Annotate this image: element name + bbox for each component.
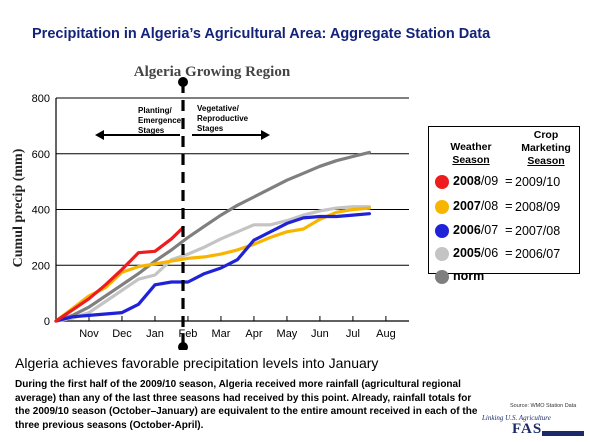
- stage-label-right-1: Vegetative/: [197, 104, 240, 113]
- source-note: Source: WMO Station Data: [510, 403, 577, 409]
- legend-color-dot: [435, 224, 449, 238]
- legend-equals: =: [505, 173, 513, 188]
- y-tick-label: 600: [32, 149, 50, 161]
- headline: Algeria achieves favorable precipitation…: [15, 355, 379, 371]
- legend-row: 2008/09 = 2009/10: [435, 173, 580, 193]
- series-line-2007-08: [54, 206, 371, 323]
- x-tick-label: Mar: [211, 328, 230, 340]
- stage-label-left-1: Planting/: [138, 106, 173, 115]
- legend-crop-season: 2007/08: [515, 224, 561, 238]
- x-tick-label: Jul: [346, 328, 360, 340]
- y-axis-label: Cumul precip (mm): [11, 148, 26, 267]
- stage-label-left-3: Stages: [138, 126, 165, 135]
- x-tick-label: Nov: [79, 328, 99, 340]
- x-tick-label: Dec: [112, 328, 132, 340]
- marker-dot-top: [178, 77, 189, 87]
- legend-crop-season: 2008/09: [515, 200, 561, 214]
- legend-weather-season: 2005/06: [453, 246, 499, 260]
- y-tick-label: 200: [32, 260, 50, 272]
- x-tick-label: Jun: [311, 328, 329, 340]
- legend-weather-season: 2006/07: [453, 223, 499, 237]
- legend-weather-season: 2007/08: [453, 199, 499, 213]
- body-text: During the first half of the 2009/10 sea…: [15, 379, 478, 431]
- stage-label-right-2: Reproductive: [197, 114, 249, 123]
- x-tick-label: Feb: [178, 328, 197, 340]
- series-lines: [54, 150, 371, 323]
- x-tick-label: May: [277, 328, 298, 340]
- axes: 0 200 400 600 800 Nov Dec Jan Feb Mar Apr May Jun Jul…: [32, 93, 409, 340]
- legend-weather-season: 2008/09: [453, 174, 499, 188]
- stage-label-right-3: Stages: [197, 124, 224, 133]
- stage-annotations: Planting/ Emergence Stages Vegetative/ R…: [95, 104, 270, 140]
- y-tick-label: 400: [32, 205, 50, 217]
- grid-lines: [56, 97, 409, 266]
- legend-equals: =: [505, 222, 513, 237]
- legend: Weather Season Crop Marketing Season 200…: [428, 126, 580, 284]
- stage-arrow-left-head: [95, 130, 104, 140]
- season-marker: [178, 77, 189, 350]
- stage-arrow-right-head: [261, 130, 270, 140]
- legend-color-dot: [435, 247, 449, 261]
- marker-dot-bottom: [178, 342, 189, 350]
- legend-row: norm: [435, 268, 580, 288]
- precipitation-chart: Algeria Growing Region Cumul precip (mm)…: [11, 64, 409, 350]
- legend-row: 2006/07 = 2007/08: [435, 222, 580, 242]
- legend-weather-season: norm: [453, 269, 485, 283]
- legend-color-dot: [435, 200, 449, 214]
- stage-label-left-2: Emergence: [138, 116, 182, 125]
- legend-color-dot: [435, 270, 449, 284]
- x-tick-label: Aug: [376, 328, 396, 340]
- legend-equals: =: [505, 245, 513, 260]
- legend-weather-header: Weather Season: [450, 141, 492, 166]
- legend-crop-header: Crop Marketing Season: [521, 129, 571, 167]
- series-line-2008-09: [54, 226, 185, 323]
- page-title: Precipitation in Algeria’s Agricultural …: [32, 26, 491, 42]
- series-line-2005-06: [54, 205, 371, 323]
- fas-logo: Linking U.S. Agriculture FAS: [478, 412, 586, 438]
- legend-crop-season: 2006/07: [515, 247, 561, 261]
- legend-row: 2007/08 = 2008/09: [435, 198, 580, 218]
- series-line-norm: [54, 150, 371, 323]
- chart-title: Algeria Growing Region: [134, 64, 291, 80]
- legend-row: 2005/06 = 2006/07: [435, 245, 580, 265]
- series-line-2006-07: [54, 212, 371, 323]
- legend-equals: =: [505, 198, 513, 213]
- x-tick-label: Apr: [245, 328, 262, 340]
- legend-color-dot: [435, 175, 449, 189]
- y-tick-label: 800: [32, 93, 50, 105]
- y-tick-label: 0: [44, 316, 50, 328]
- x-tick-label: Jan: [146, 328, 164, 340]
- legend-crop-season: 2009/10: [515, 175, 561, 189]
